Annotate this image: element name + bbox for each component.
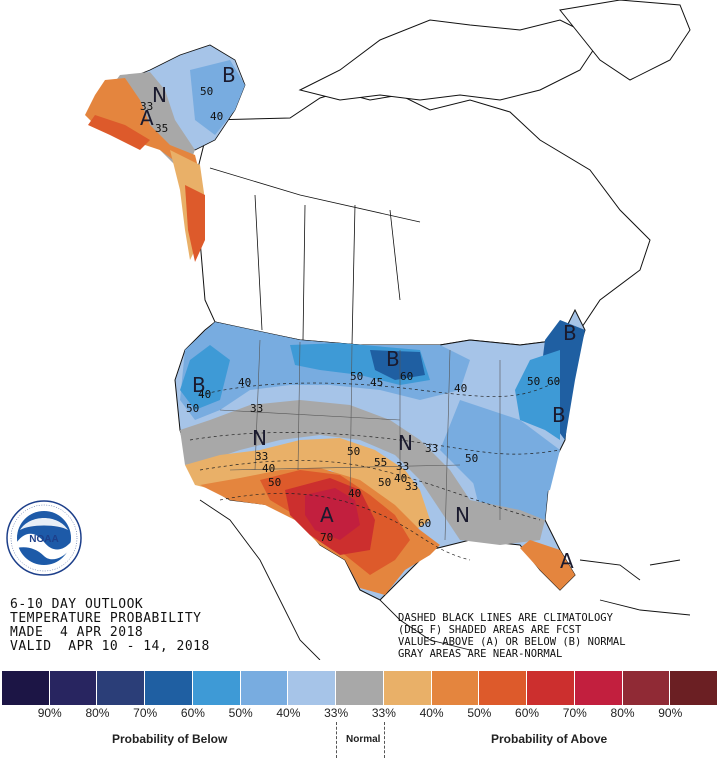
contour-label: 50 — [378, 476, 391, 489]
legend-divider-right — [384, 722, 385, 758]
note-line-4: GRAY AREAS ARE NEAR-NORMAL — [398, 648, 563, 660]
climatology-lines — [189, 379, 561, 561]
contour-label: 50 — [350, 370, 363, 383]
legend-tick-label: 33% — [324, 706, 349, 720]
contour-label: 60 — [547, 375, 560, 388]
legend-swatch — [431, 671, 480, 705]
contour-label: 33 — [425, 442, 438, 455]
legend-tick-label: 60% — [515, 706, 540, 720]
legend-color-bar — [2, 671, 719, 705]
contour-label: 60 — [400, 370, 413, 383]
noaa-logo: NOAA — [6, 500, 82, 576]
contour-label: 55 — [374, 456, 387, 469]
contour-label: 33 — [255, 450, 268, 463]
contour-label: 50 — [527, 375, 540, 388]
legend-swatch — [670, 671, 719, 705]
contour-label: 33 — [405, 480, 418, 493]
title-block: 6-10 DAY OUTLOOK TEMPERATURE PROBABILITY M… — [10, 598, 210, 654]
outlook-map: B N A B N N B B A N A B 40 50 33 35 40 5… — [85, 0, 691, 660]
contour-label: 33 — [250, 402, 263, 415]
contour-label: 70 — [320, 531, 333, 544]
map-letter: B — [192, 373, 206, 397]
legend-normal-title: Normal — [346, 734, 381, 745]
legend-swatch — [383, 671, 432, 705]
legend-swatch — [479, 671, 528, 705]
contour-label: 40 — [394, 472, 407, 485]
contour-label: 40 — [454, 382, 467, 395]
conus-region — [174, 308, 586, 601]
noaa-logo-text: NOAA — [29, 534, 58, 545]
greenland-edge — [559, 0, 691, 81]
legend-swatch — [622, 671, 671, 705]
legend-divider-left — [336, 722, 337, 758]
contour-label: 35 — [155, 122, 168, 135]
caribbean-islands — [579, 559, 691, 616]
legend-swatch — [240, 671, 289, 705]
title-line-2: TEMPERATURE PROBABILITY — [10, 611, 202, 626]
legend-tick-label: 90% — [37, 706, 62, 720]
map-letter: B — [386, 347, 400, 371]
legend-swatch — [574, 671, 623, 705]
alaska-region — [85, 44, 246, 262]
contour-label: 45 — [370, 376, 383, 389]
legend-swatch — [336, 671, 384, 705]
title-line-3: MADE 4 APR 2018 — [10, 625, 144, 640]
note-line-3: VALUES ABOVE (A) OR BELOW (B) NORMAL — [398, 636, 626, 648]
contour-label: 50 — [200, 85, 213, 98]
contour-label: 40 — [348, 487, 361, 500]
contour-label: 40 — [210, 110, 223, 123]
arctic-islands — [298, 19, 601, 101]
legend-tick-label: 80% — [85, 706, 110, 720]
map-letter: N — [455, 503, 470, 527]
legend-above-title: Probability of Above — [491, 732, 608, 746]
legend-swatch — [2, 671, 50, 705]
map-letter: B — [222, 63, 236, 87]
contour-label: 40 — [198, 388, 211, 401]
contour-label: 60 — [418, 517, 431, 530]
title-line-1: 6-10 DAY OUTLOOK — [10, 597, 144, 612]
contour-label: 50 — [186, 402, 199, 415]
map-letter: B — [552, 403, 566, 427]
contour-label: 50 — [465, 452, 478, 465]
map-letter: A — [140, 106, 154, 130]
mexico-outline — [199, 499, 471, 660]
legend-swatch — [97, 671, 146, 705]
legend-swatch — [527, 671, 575, 705]
legend-tick-label: 70% — [133, 706, 158, 720]
legend-ticks: 90% 80% 70% 60% 50% 40% 33% 33% 40% 50% 60% 70% 80% 9… — [2, 706, 718, 720]
legend-tick-label: 33% — [371, 706, 396, 720]
note-line-2: (DEG F) SHADED AREAS ARE FCST — [398, 624, 582, 636]
legend-tick-label: 40% — [276, 706, 301, 720]
map-letter: A — [320, 503, 334, 527]
canada-landmass — [189, 91, 651, 351]
note-block: DASHED BLACK LINES ARE CLIMATOLOGY (DEG F… — [398, 612, 626, 660]
contour-label: 33 — [140, 100, 153, 113]
legend-swatch — [49, 671, 98, 705]
legend-tick-label: 80% — [610, 706, 635, 720]
contour-label: 50 — [268, 476, 281, 489]
contour-label: 40 — [262, 462, 275, 475]
map-letter: N — [398, 431, 413, 455]
legend-tick-label: 60% — [180, 706, 205, 720]
legend-swatch — [192, 671, 241, 705]
contour-label: 40 — [238, 376, 251, 389]
map-letter: B — [563, 321, 577, 345]
legend-tick-label: 50% — [228, 706, 253, 720]
legend-tick-label: 40% — [419, 706, 444, 720]
contour-label: 33 — [396, 460, 409, 473]
legend-below-title: Probability of Below — [112, 732, 228, 746]
legend-swatch — [288, 671, 337, 705]
legend-tick-label: 90% — [658, 706, 683, 720]
note-line-1: DASHED BLACK LINES ARE CLIMATOLOGY — [398, 612, 613, 624]
legend-tick-label: 70% — [562, 706, 587, 720]
legend-swatch — [145, 671, 193, 705]
map-letter: N — [152, 83, 167, 107]
title-line-4: VALID APR 10 - 14, 2018 — [10, 639, 210, 654]
map-letter: A — [560, 549, 574, 573]
legend-tick-label: 50% — [467, 706, 492, 720]
province-lines — [209, 167, 421, 346]
map-letter: N — [252, 426, 267, 450]
contour-label: 50 — [347, 445, 360, 458]
